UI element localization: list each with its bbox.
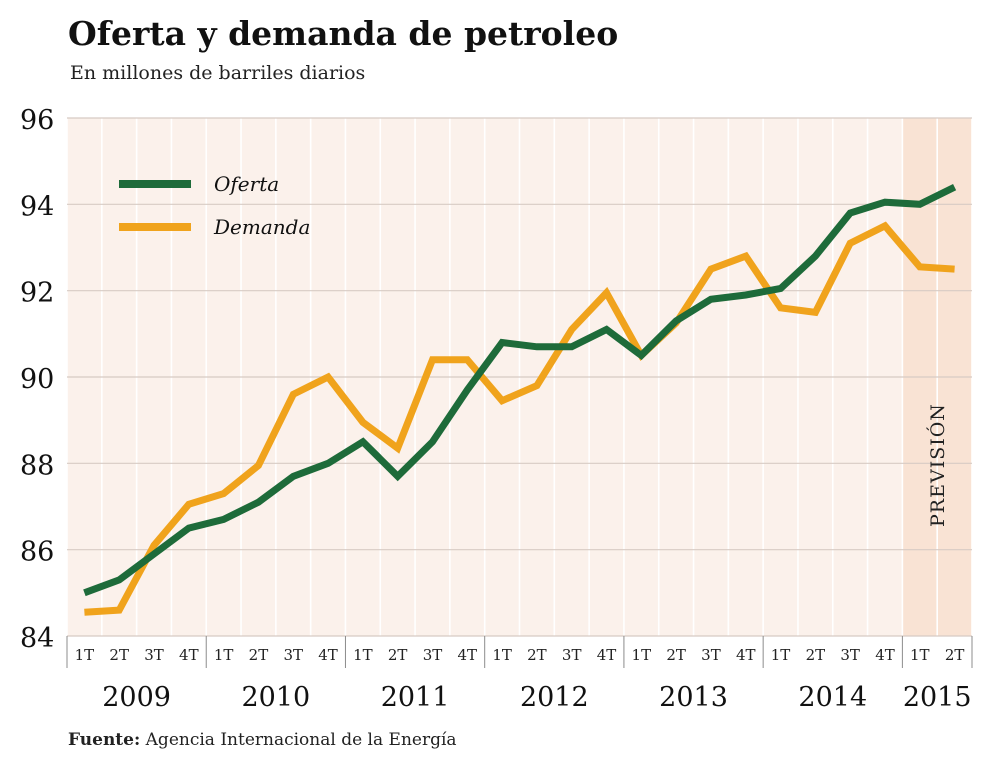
series-line-oferta <box>83 183 957 597</box>
year-label: 2011 <box>381 682 450 713</box>
x-tick-label: 1T <box>632 646 652 664</box>
x-tick-label: 3T <box>840 646 860 664</box>
x-tick-label: 4T <box>875 646 895 664</box>
x-tick-label: 3T <box>144 646 164 664</box>
source-label: Fuente: <box>68 730 141 750</box>
x-tick-label: 2T <box>945 646 965 664</box>
x-tick-label: 2T <box>527 646 547 664</box>
y-tick-label: 90 <box>20 364 54 395</box>
year-label: 2013 <box>659 682 728 713</box>
chart-subtitle: En millones de barriles diarios <box>70 62 366 84</box>
legend-label-oferta: Oferta <box>214 172 279 196</box>
year-label: 2014 <box>798 682 867 713</box>
x-tick-label: 2T <box>249 646 269 664</box>
forecast-label: PREVISIÓN <box>926 403 949 527</box>
year-label: 2015 <box>903 682 972 713</box>
x-tick-label: 3T <box>701 646 721 664</box>
series-line-demanda <box>84 221 955 616</box>
y-tick-label: 92 <box>20 278 54 309</box>
x-tick-label: 4T <box>597 646 617 664</box>
x-tick-label: 4T <box>318 646 338 664</box>
x-tick-label: 4T <box>179 646 199 664</box>
x-tick-label: 3T <box>562 646 582 664</box>
year-label: 2012 <box>520 682 589 713</box>
x-tick-label: 4T <box>458 646 478 664</box>
legend: Oferta Demanda <box>119 172 310 239</box>
y-tick-label: 94 <box>20 191 54 222</box>
x-tick-label: 3T <box>423 646 443 664</box>
y-tick-label: 88 <box>20 450 54 481</box>
x-tick-label: 4T <box>736 646 756 664</box>
x-tick-label: 2T <box>388 646 408 664</box>
x-axis: 1T 2T 3T 4T 1T 2T 3T 4T 1T 2T 3T 4T 1T 2T 3T 4T 1T 2T 3T 4T… <box>66 636 973 713</box>
legend-label-demanda: Demanda <box>213 215 310 239</box>
source-note: Fuente: Agencia Internacional de la Ener… <box>68 730 457 750</box>
series-lines <box>83 183 957 616</box>
y-tick-label: 96 <box>20 105 54 136</box>
x-tick-label: 1T <box>771 646 791 664</box>
year-label: 2010 <box>241 682 310 713</box>
y-tick-label: 84 <box>20 623 54 654</box>
chart-title: Oferta y demanda de petroleo <box>68 14 619 53</box>
x-tick-label: 1T <box>75 646 95 664</box>
x-tick-label: 2T <box>109 646 129 664</box>
grid-lines <box>66 117 973 637</box>
x-tick-label: 1T <box>214 646 234 664</box>
year-label: 2009 <box>102 682 171 713</box>
x-tick-label: 1T <box>353 646 373 664</box>
x-tick-label: 2T <box>666 646 686 664</box>
x-tick-label: 2T <box>806 646 826 664</box>
y-tick-label: 86 <box>20 537 54 568</box>
x-tick-label: 1T <box>492 646 512 664</box>
source-text: Agencia Internacional de la Energía <box>145 730 457 750</box>
x-tick-label: 1T <box>910 646 930 664</box>
y-axis: 84 86 88 90 92 94 96 <box>20 105 54 654</box>
x-tick-label: 3T <box>283 646 303 664</box>
